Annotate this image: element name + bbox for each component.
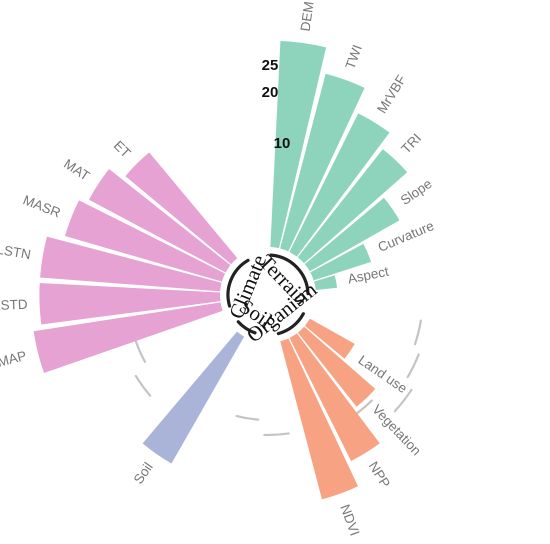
tick-label-25: 25 <box>262 57 279 74</box>
bar-et <box>125 152 238 265</box>
bar-twi <box>280 73 365 252</box>
category-label-lstn: LSTN <box>0 242 32 263</box>
guide-arc <box>134 374 152 397</box>
bar-mat <box>88 169 231 273</box>
guide-arc <box>393 388 413 413</box>
category-label-npp: NPP <box>366 459 393 491</box>
group-arc-terrain <box>269 253 310 296</box>
tick-label-20: 20 <box>262 84 279 101</box>
empty-slot-guides <box>134 319 422 437</box>
bar-aspect <box>314 275 338 290</box>
bar-vegetation <box>297 326 376 407</box>
guide-arc <box>263 432 290 437</box>
bar-dem <box>270 40 327 249</box>
tick-labels: 25 20 10 <box>262 57 291 152</box>
category-label-map: MAP <box>0 348 28 370</box>
guide-arc <box>134 340 147 363</box>
bar-curvature <box>310 243 372 281</box>
category-label-soil: Soil <box>131 460 156 487</box>
bar-soil <box>142 331 245 464</box>
category-label-mat: MAT <box>61 156 92 184</box>
bar-land-use <box>304 318 355 359</box>
group-arc-organism <box>276 312 305 336</box>
category-label-mrvbf: MrVBF <box>374 72 409 116</box>
bars <box>33 40 408 500</box>
bar-map <box>33 302 223 374</box>
group-arc-climate <box>226 258 250 308</box>
guide-arc <box>406 353 420 379</box>
tick-label-10: 10 <box>274 135 291 152</box>
category-label-twi: TWI <box>342 43 364 71</box>
bar-slope <box>304 197 400 272</box>
guide-arc <box>413 319 422 346</box>
bar-npp <box>289 333 380 461</box>
category-label-et: ET <box>111 138 134 161</box>
bar-lstd <box>39 283 221 325</box>
category-label-masr: MASR <box>21 192 63 220</box>
bar-mrvbf <box>289 113 390 257</box>
group-arc-soil <box>236 320 257 335</box>
bar-masr <box>64 200 226 282</box>
category-label-slope: Slope <box>398 176 435 208</box>
bar-lstn <box>40 236 222 292</box>
group-arcs <box>226 253 310 336</box>
bar-ndvi <box>280 338 359 500</box>
category-label-lstd: LSTD <box>0 297 28 313</box>
category-label-ndvi: NDVI <box>337 502 362 537</box>
guide-arc <box>235 414 260 421</box>
bar-tri <box>297 149 408 264</box>
category-label-dem: DEM <box>298 0 317 32</box>
category-label-tri: TRI <box>398 130 424 156</box>
